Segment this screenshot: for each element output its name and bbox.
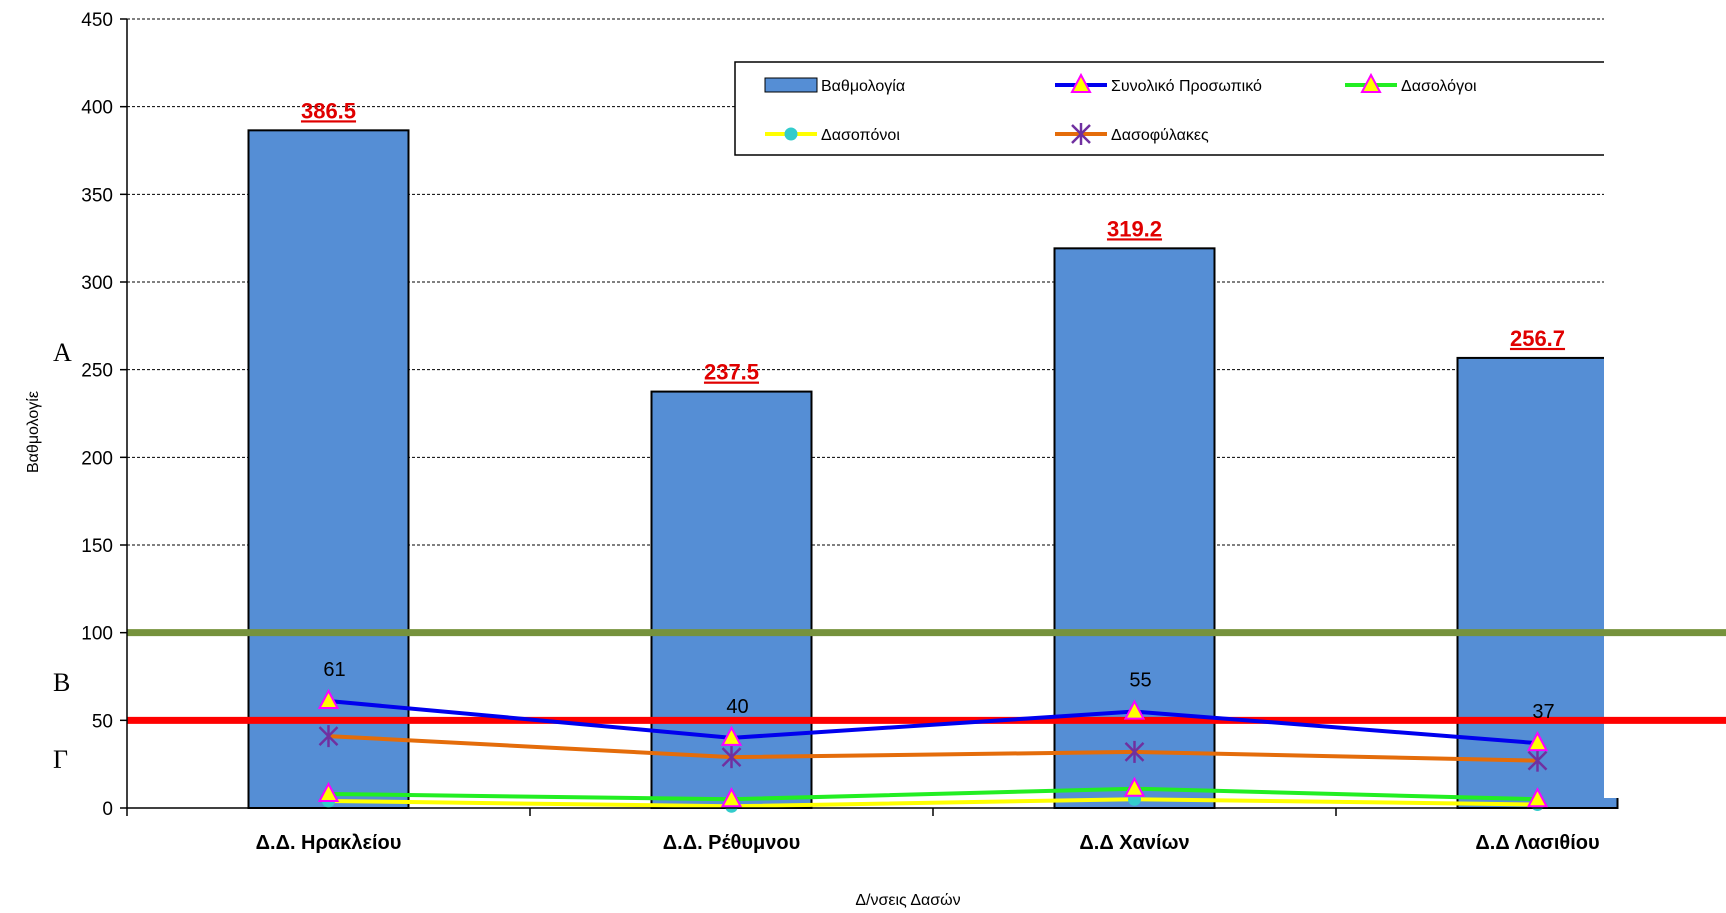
triangle-marker (720, 725, 743, 746)
edge-mask (1604, 0, 1726, 798)
bar (1053, 247, 1216, 809)
star-marker (721, 746, 742, 769)
line-data-label: 55 (1129, 670, 1151, 692)
triangle-marker (1123, 699, 1146, 720)
triangle-marker (1123, 776, 1146, 797)
circle-marker (784, 127, 798, 141)
x-category-label: Δ.Δ. Ηρακλείου (256, 832, 402, 854)
triangle-marker (1526, 787, 1549, 808)
star-marker (1527, 749, 1548, 772)
star-marker (1071, 123, 1091, 145)
legend-label: Δασοπόνοι (821, 127, 900, 144)
bar-data-label: 237.5 (704, 360, 759, 385)
series-line (328, 786, 1538, 802)
y-tick-label: 300 (81, 273, 113, 294)
y-tick-label: 450 (81, 10, 113, 31)
y-tick-label: 0 (102, 799, 113, 820)
region-label: A (53, 338, 72, 367)
y-axis-title: Βαθμολογίε (25, 391, 42, 473)
region-label: B (53, 668, 70, 697)
series-lines (317, 688, 1549, 813)
x-category-label: Δ.Δ Λασιθίου (1475, 832, 1599, 854)
y-tick-label: 50 (92, 711, 113, 732)
bar-data-label: 256.7 (1510, 326, 1565, 351)
triangle-marker (1360, 72, 1382, 93)
line-data-label: 40 (726, 696, 748, 718)
data-labels: 386.5 237.5 319.2 256.7 61 40 55 37 (301, 98, 1565, 723)
triangle-marker (317, 688, 340, 710)
series-line (328, 699, 1538, 746)
x-axis-title: Δ/νσεις Δασών (855, 892, 960, 909)
series-line (328, 797, 1538, 809)
x-category-label: Δ.Δ. Ρέθυμνου (663, 832, 800, 854)
y-tick-label: 350 (81, 185, 113, 206)
star-marker (318, 725, 339, 748)
triangle-marker (317, 781, 340, 802)
triangle-marker (720, 787, 743, 808)
y-tick-label: 250 (81, 361, 113, 382)
legend-label: Δασολόγοι (1401, 78, 1477, 95)
line-data-label: 37 (1532, 701, 1554, 723)
legend-bar-swatch (764, 77, 818, 93)
series-line (328, 734, 1538, 763)
region-labels: A B Γ (53, 0, 1726, 798)
threshold-lines (1604, 629, 1726, 724)
legend-label: Βαθμολογία (821, 78, 905, 95)
bar-data-label: 319.2 (1107, 216, 1162, 241)
triangle-marker (1070, 72, 1092, 93)
y-tick-label: 150 (81, 536, 113, 557)
legend-label: Δασοφύλακες (1111, 127, 1209, 144)
legend-label: Συνολικό Προσωπικό (1111, 78, 1262, 95)
bar-data-label: 386.5 (301, 98, 356, 123)
region-label: Γ (53, 745, 68, 774)
x-category-label: Δ.Δ Χανίων (1079, 832, 1189, 854)
line-data-label: 61 (323, 659, 345, 681)
legend-box (734, 61, 1616, 156)
star-marker (1124, 740, 1145, 763)
bars (247, 129, 1619, 809)
y-tick-label: 200 (81, 448, 113, 469)
triangle-marker (1526, 730, 1549, 752)
y-tick-label: 100 (81, 624, 113, 645)
axes: 0 50 100 150 200 250 300 350 400 450 Δ.Δ. Ηρακλείο… (25, 10, 1604, 909)
legend: Βαθμολογία Συνολικό Προσωπικό Δασολόγοι Δασ… (734, 61, 1616, 156)
y-tick-label: 400 (81, 98, 113, 119)
